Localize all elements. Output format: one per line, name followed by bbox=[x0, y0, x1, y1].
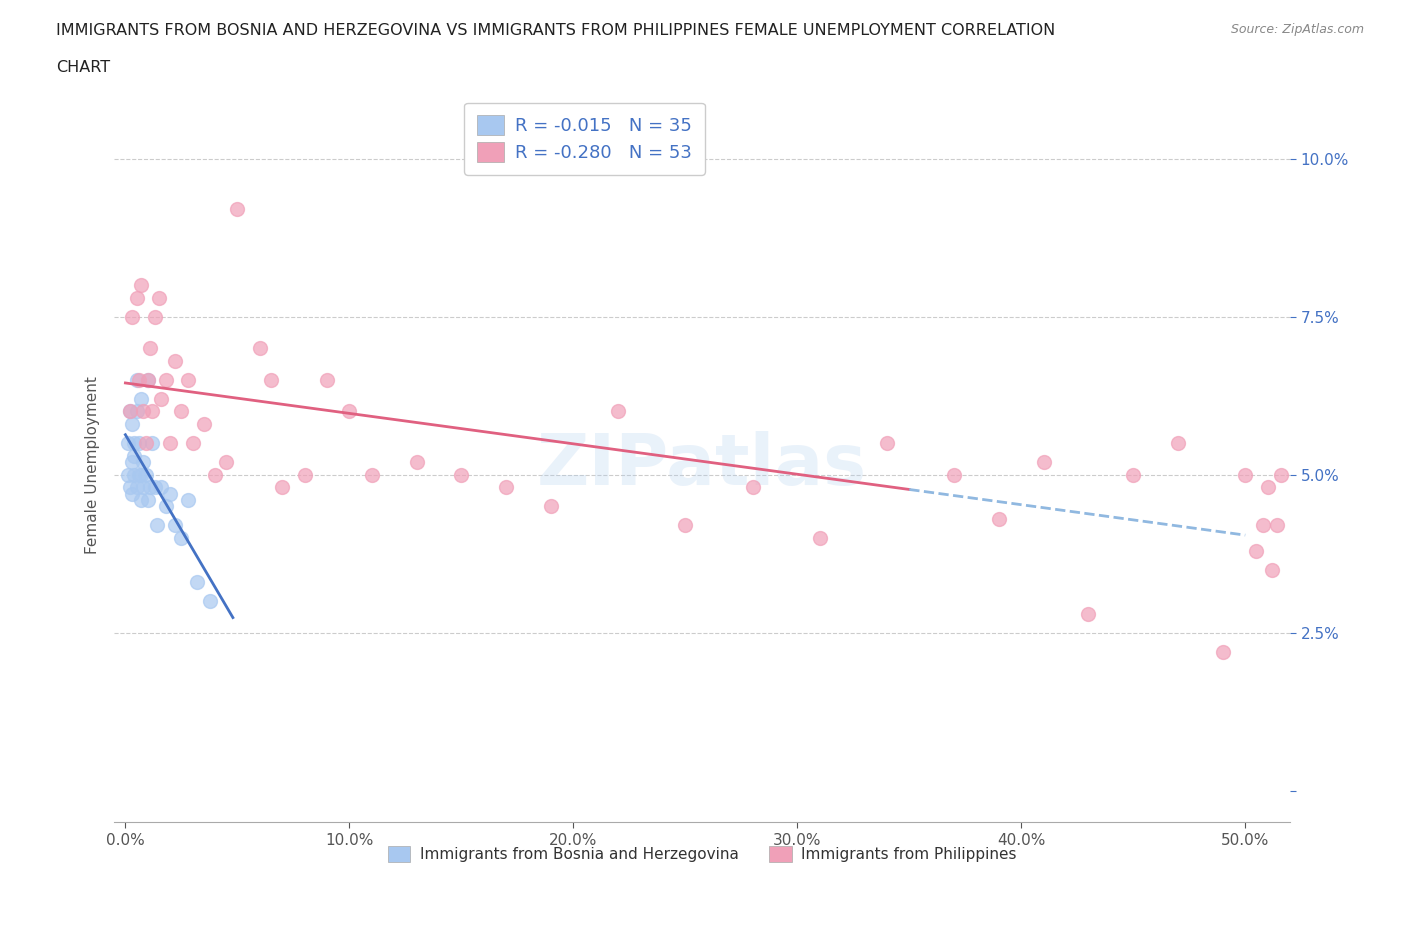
Point bbox=[1257, 480, 1279, 495]
Point bbox=[139, 480, 162, 495]
Point bbox=[673, 518, 696, 533]
Point bbox=[129, 493, 152, 508]
Point bbox=[495, 480, 517, 495]
Point bbox=[121, 309, 143, 324]
Point bbox=[1261, 562, 1284, 577]
Point bbox=[125, 480, 148, 495]
Point bbox=[1246, 543, 1268, 558]
Point bbox=[193, 417, 215, 432]
Point bbox=[150, 480, 173, 495]
Text: ZIPatlas: ZIPatlas bbox=[537, 431, 868, 499]
Point bbox=[249, 340, 271, 355]
Point bbox=[159, 486, 181, 501]
Point bbox=[181, 435, 204, 450]
Point bbox=[1122, 467, 1144, 482]
Point bbox=[121, 417, 143, 432]
Point bbox=[117, 467, 139, 482]
Point bbox=[271, 480, 294, 495]
Point bbox=[1032, 455, 1054, 470]
Point bbox=[337, 404, 360, 418]
Text: CHART: CHART bbox=[56, 60, 110, 75]
Point bbox=[260, 372, 283, 387]
Point bbox=[121, 486, 143, 501]
Point bbox=[141, 435, 163, 450]
Point bbox=[124, 435, 146, 450]
Point bbox=[294, 467, 316, 482]
Point bbox=[1270, 467, 1292, 482]
Point bbox=[118, 480, 141, 495]
Point bbox=[128, 372, 150, 387]
Point bbox=[129, 392, 152, 406]
Point bbox=[141, 404, 163, 418]
Point bbox=[150, 392, 173, 406]
Point bbox=[118, 404, 141, 418]
Point bbox=[155, 372, 177, 387]
Point bbox=[316, 372, 339, 387]
Point bbox=[124, 467, 146, 482]
Point bbox=[136, 493, 159, 508]
Point bbox=[177, 372, 200, 387]
Point bbox=[135, 435, 157, 450]
Point bbox=[121, 455, 143, 470]
Point bbox=[124, 448, 146, 463]
Point bbox=[128, 435, 150, 450]
Point bbox=[607, 404, 630, 418]
Legend: Immigrants from Bosnia and Herzegovina, Immigrants from Philippines: Immigrants from Bosnia and Herzegovina, … bbox=[381, 840, 1022, 869]
Point bbox=[1234, 467, 1257, 482]
Point bbox=[540, 498, 562, 513]
Point bbox=[163, 353, 186, 368]
Point bbox=[741, 480, 763, 495]
Point bbox=[118, 404, 141, 418]
Point bbox=[139, 340, 162, 355]
Point bbox=[170, 530, 193, 545]
Point bbox=[186, 575, 208, 590]
Point bbox=[1167, 435, 1189, 450]
Point bbox=[405, 455, 427, 470]
Point bbox=[163, 518, 186, 533]
Point bbox=[132, 404, 155, 418]
Point bbox=[148, 290, 170, 305]
Point bbox=[143, 309, 166, 324]
Y-axis label: Female Unemployment: Female Unemployment bbox=[86, 377, 100, 554]
Point bbox=[204, 467, 226, 482]
Point bbox=[1077, 606, 1099, 621]
Point bbox=[808, 530, 831, 545]
Text: Source: ZipAtlas.com: Source: ZipAtlas.com bbox=[1230, 23, 1364, 36]
Point bbox=[125, 404, 148, 418]
Point bbox=[143, 480, 166, 495]
Point bbox=[128, 467, 150, 482]
Point bbox=[226, 202, 249, 217]
Point bbox=[876, 435, 898, 450]
Text: IMMIGRANTS FROM BOSNIA AND HERZEGOVINA VS IMMIGRANTS FROM PHILIPPINES FEMALE UNE: IMMIGRANTS FROM BOSNIA AND HERZEGOVINA V… bbox=[56, 23, 1056, 38]
Point bbox=[117, 435, 139, 450]
Point bbox=[125, 290, 148, 305]
Point bbox=[450, 467, 472, 482]
Point bbox=[1265, 518, 1288, 533]
Point bbox=[135, 467, 157, 482]
Point bbox=[129, 467, 152, 482]
Point bbox=[136, 372, 159, 387]
Point bbox=[155, 498, 177, 513]
Point bbox=[145, 518, 167, 533]
Point bbox=[987, 512, 1010, 526]
Point bbox=[1251, 518, 1274, 533]
Point bbox=[125, 372, 148, 387]
Point bbox=[129, 277, 152, 292]
Point bbox=[159, 435, 181, 450]
Point bbox=[132, 455, 155, 470]
Point bbox=[215, 455, 238, 470]
Point bbox=[136, 372, 159, 387]
Point bbox=[132, 480, 155, 495]
Point bbox=[943, 467, 966, 482]
Point bbox=[200, 593, 222, 608]
Point bbox=[177, 493, 200, 508]
Point bbox=[1212, 644, 1234, 659]
Point bbox=[360, 467, 382, 482]
Point bbox=[170, 404, 193, 418]
